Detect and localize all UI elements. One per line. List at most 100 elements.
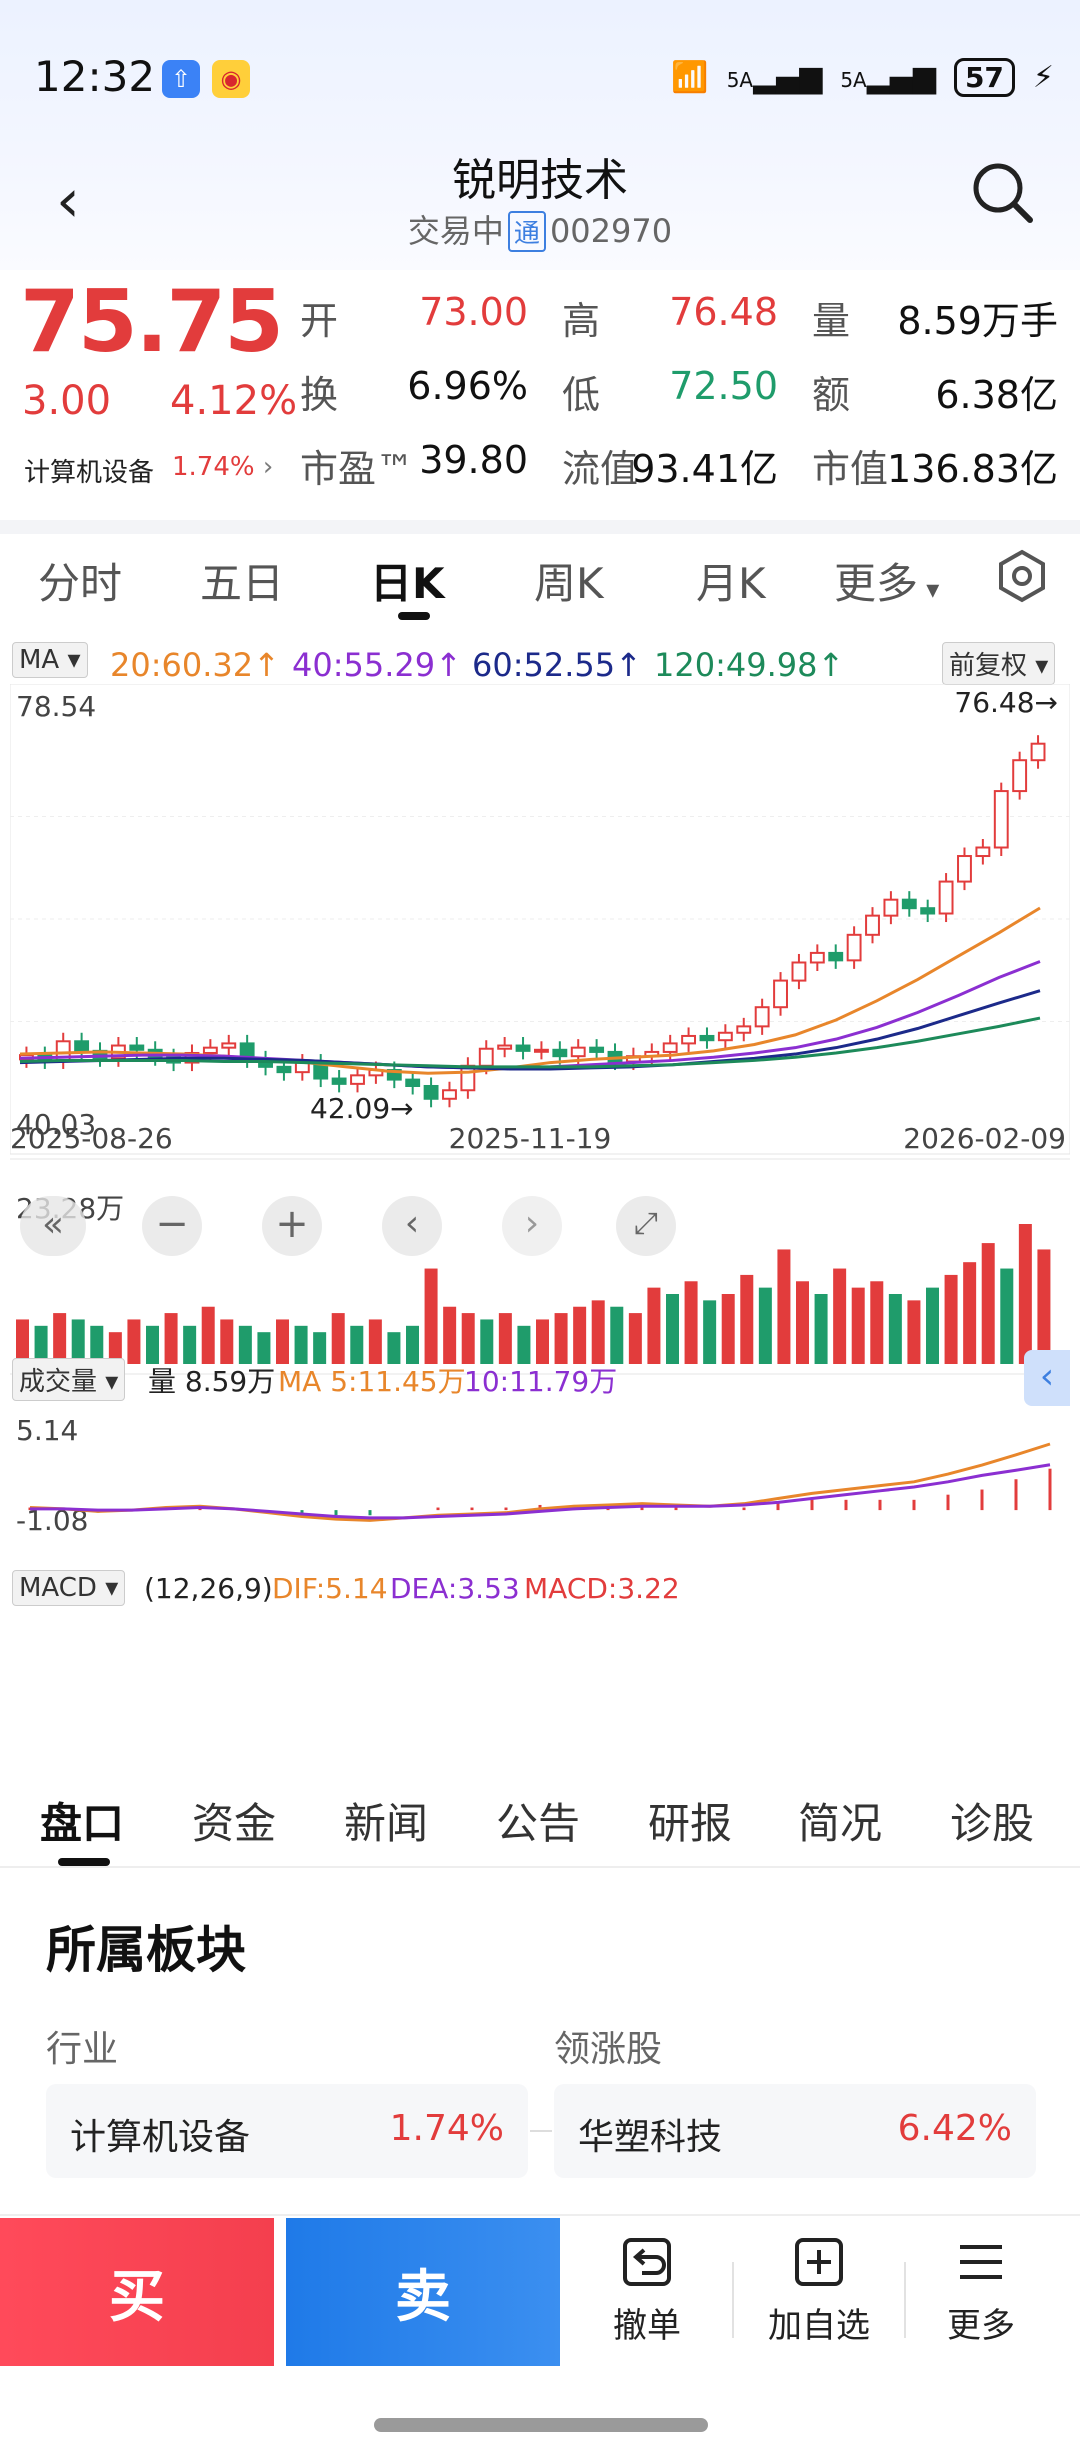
- tab-daily-k[interactable]: 日K: [370, 559, 445, 608]
- stock-chart[interactable]: 78.54 40.03 76.48→ 42.09→ 2025-08-26 2025-11-…: [10, 684, 1070, 1784]
- candle-body: [993, 790, 1009, 849]
- active-tab-indicator: [58, 1858, 110, 1866]
- collapse-panel-icon[interactable]: ‹: [1024, 1350, 1070, 1406]
- volume-bar: [257, 1332, 271, 1364]
- candle-body: [129, 1044, 145, 1051]
- sell-button[interactable]: 卖: [286, 2218, 560, 2366]
- caret-down-icon: ▾: [1035, 651, 1049, 681]
- tab-order-book[interactable]: 盘口: [40, 1799, 125, 1848]
- quote-label: 开: [300, 299, 339, 343]
- scroll-left-icon[interactable]: ‹: [382, 1196, 442, 1256]
- sector-pct[interactable]: 1.74% ›: [172, 452, 274, 482]
- weibo-icon: ◉: [212, 60, 250, 98]
- x-axis-label: 2025-11-19: [449, 1122, 612, 1155]
- candle-body: [497, 1044, 513, 1050]
- industry-pct: 1.74%: [389, 2108, 504, 2149]
- volume-bar: [981, 1243, 995, 1364]
- volume-bar: [944, 1274, 958, 1364]
- tab-profile[interactable]: 简况: [798, 1799, 883, 1848]
- candle-body: [1030, 742, 1046, 762]
- indicator-selector[interactable]: MA ▾: [12, 642, 88, 678]
- volume-bar: [907, 1300, 921, 1364]
- zoom-in-icon[interactable]: +: [262, 1196, 322, 1256]
- add-box-icon: [744, 2232, 894, 2292]
- candle-body: [423, 1084, 439, 1100]
- ma40-value: 40:55.29↑: [292, 646, 462, 684]
- tab-weekly-k[interactable]: 周K: [534, 559, 604, 608]
- candle-body: [736, 1025, 752, 1034]
- volume-bar: [963, 1262, 977, 1364]
- macd-selector[interactable]: MACD ▾: [12, 1570, 126, 1606]
- signal-icon-2: 5A▂▄▆: [840, 60, 936, 95]
- menu-icon: [906, 2232, 1056, 2292]
- caret-down-icon: ▾: [105, 1573, 119, 1603]
- leader-card[interactable]: 华塑科技 6.42%: [554, 2084, 1036, 2178]
- volume-bar: [53, 1313, 67, 1364]
- volume-bar: [406, 1325, 419, 1364]
- more-label: 更多: [947, 2306, 1015, 2346]
- cancel-order-label: 撤单: [613, 2306, 681, 2346]
- zoom-out-icon[interactable]: −: [142, 1196, 202, 1256]
- add-watchlist-label: 加自选: [768, 2306, 870, 2346]
- tab-intraday[interactable]: 分时: [38, 559, 123, 608]
- ma60-value: 60:52.55↑: [472, 646, 642, 684]
- search-icon[interactable]: [970, 160, 1034, 224]
- ma20-value: 20:60.32↑: [110, 646, 280, 684]
- macd-dea: DEA:3.53: [390, 1572, 520, 1605]
- more-button[interactable]: 更多: [906, 2232, 1056, 2347]
- tab-research[interactable]: 研报: [648, 1799, 733, 1848]
- industry-card[interactable]: 计算机设备 1.74%: [46, 2084, 528, 2178]
- tab-announcements[interactable]: 公告: [496, 1799, 581, 1848]
- adjust-selector[interactable]: 前复权 ▾: [942, 642, 1056, 685]
- volume-bar: [758, 1287, 772, 1364]
- volume-bar: [740, 1274, 754, 1364]
- tab-more[interactable]: 更多 ▾: [834, 559, 940, 608]
- quote-value: 93.41亿: [631, 447, 778, 491]
- candle-body: [662, 1042, 678, 1053]
- ma-line-ma120: [19, 1016, 1041, 1069]
- tab-funds[interactable]: 资金: [192, 1799, 277, 1848]
- quote-label: 额: [812, 373, 851, 417]
- add-watchlist-button[interactable]: 加自选: [744, 2232, 894, 2347]
- candle-body: [754, 1006, 770, 1028]
- volume-selector[interactable]: 成交量 ▾: [12, 1358, 126, 1401]
- ma120-value: 120:49.98↑: [654, 646, 845, 684]
- volume-bar: [387, 1332, 401, 1364]
- volume-bar: [16, 1319, 29, 1364]
- volume-bar: [1000, 1268, 1014, 1364]
- tab-monthly-k[interactable]: 月K: [696, 559, 766, 608]
- cancel-order-button[interactable]: 撤单: [572, 2232, 722, 2347]
- battery-indicator: 57: [953, 58, 1015, 97]
- volume-bar: [536, 1319, 549, 1364]
- buy-button[interactable]: 买: [0, 2218, 274, 2366]
- macd-hist: MACD:3.22: [524, 1572, 680, 1605]
- volume-bar: [424, 1268, 438, 1364]
- candle-body: [552, 1048, 568, 1058]
- trading-status: 交易中: [407, 212, 504, 250]
- kline-frame: [10, 684, 1070, 1155]
- undo-doc-icon: [572, 2232, 722, 2292]
- candle-body: [846, 933, 862, 962]
- volume-bar: [703, 1300, 717, 1364]
- status-time: 12:32: [34, 52, 156, 101]
- volume-bar: [34, 1325, 48, 1364]
- quote-value: 8.59万手: [897, 299, 1058, 343]
- rewind-icon[interactable]: «: [20, 1196, 86, 1256]
- quote-label: 换: [300, 373, 339, 417]
- volume-bar: [368, 1319, 382, 1364]
- tab-five-day[interactable]: 五日: [200, 559, 285, 608]
- sector-link[interactable]: 计算机设备: [24, 458, 155, 488]
- industry-label: 行业: [46, 2029, 119, 2070]
- fullscreen-icon[interactable]: ⤢: [616, 1196, 676, 1256]
- stock-subline: 交易中通 002970: [0, 206, 1080, 252]
- tab-diagnosis[interactable]: 诊股: [950, 1799, 1035, 1848]
- tab-news[interactable]: 新闻: [344, 1799, 429, 1848]
- volume-bar: [833, 1268, 847, 1364]
- chart-settings-icon[interactable]: [994, 548, 1050, 604]
- volume-bar: [71, 1319, 85, 1364]
- back-icon[interactable]: ‹: [56, 166, 80, 236]
- home-indicator[interactable]: [374, 2418, 708, 2432]
- volume-bar: [851, 1287, 865, 1364]
- scroll-right-icon[interactable]: ›: [502, 1196, 562, 1256]
- candle-body: [809, 951, 825, 964]
